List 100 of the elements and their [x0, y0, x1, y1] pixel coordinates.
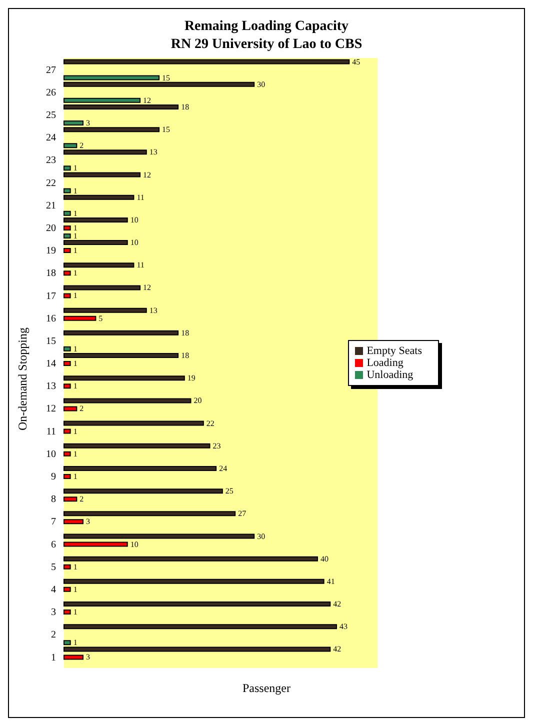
data-label: 27 — [238, 509, 246, 518]
bar — [64, 624, 337, 630]
y-tick-label: 18 — [46, 268, 56, 280]
data-label: 1 — [73, 449, 78, 458]
bar — [64, 248, 71, 254]
data-label: 42 — [333, 644, 342, 654]
bar — [64, 466, 217, 471]
y-tick-label: 26 — [46, 87, 56, 98]
data-label: 18 — [181, 351, 190, 360]
data-label: 1 — [73, 246, 78, 256]
data-label: 1 — [73, 164, 78, 173]
y-tick-label: 10 — [46, 448, 56, 460]
data-label: 1 — [73, 638, 78, 648]
bar — [64, 166, 71, 171]
legend-label: Empty Seats — [366, 345, 422, 357]
bar — [64, 428, 71, 434]
data-label: 40 — [320, 554, 328, 564]
bar — [64, 406, 78, 412]
legend-label: Loading — [366, 357, 404, 369]
bar — [64, 270, 71, 276]
chart-subtitle: RN 29 University of Lao to CBS — [170, 37, 364, 53]
data-label: 18 — [181, 328, 190, 338]
bar — [64, 602, 331, 607]
data-label: 13 — [149, 306, 158, 315]
y-tick-label: 12 — [46, 404, 56, 415]
bar — [64, 384, 71, 389]
data-label: 11 — [136, 192, 144, 202]
y-tick-label: 5 — [51, 562, 56, 573]
data-label: 12 — [143, 170, 152, 180]
data-label: 1 — [73, 223, 78, 232]
y-tick-label: 20 — [46, 222, 56, 234]
bar — [64, 534, 255, 539]
data-label: 18 — [181, 102, 190, 112]
y-tick-label: 21 — [46, 200, 56, 212]
bar — [64, 519, 84, 524]
bar — [64, 443, 210, 448]
data-label: 20 — [194, 396, 202, 406]
data-label: 2 — [80, 494, 84, 504]
bar — [64, 610, 71, 615]
data-label: 23 — [212, 441, 221, 450]
y-tick-label: 19 — [46, 246, 56, 257]
bar — [64, 542, 128, 547]
bar — [64, 172, 141, 178]
x-axis-title: Passenger — [242, 681, 292, 696]
data-label: 1 — [73, 472, 78, 481]
bar — [64, 361, 71, 366]
bar — [64, 308, 147, 313]
bar — [64, 496, 78, 502]
data-label: 1 — [73, 268, 78, 278]
y-axis-title: On-demand Stopping — [16, 328, 30, 430]
bar — [64, 654, 84, 660]
y-tick-label: 15 — [46, 336, 56, 347]
data-label: 15 — [162, 73, 170, 82]
y-tick-label: 11 — [46, 426, 56, 438]
data-label: 1 — [73, 359, 78, 368]
data-label: 1 — [73, 382, 78, 391]
data-label: 10 — [130, 540, 138, 549]
data-label: 12 — [143, 96, 152, 105]
y-tick-label: 1 — [51, 652, 56, 664]
y-tick-label: 9 — [51, 472, 56, 483]
data-label: 19 — [187, 374, 196, 383]
data-label: 1 — [73, 186, 78, 196]
bar — [64, 556, 318, 562]
y-tick-label: 3 — [51, 607, 56, 618]
bar — [64, 586, 71, 592]
data-label: 24 — [219, 464, 228, 473]
y-tick-label: 24 — [46, 132, 56, 144]
data-label: 3 — [86, 652, 90, 662]
data-label: 1 — [73, 426, 78, 436]
bar — [64, 451, 71, 456]
data-label: 1 — [73, 291, 78, 300]
data-label: 10 — [130, 215, 138, 224]
bar — [64, 398, 192, 404]
bar — [64, 474, 71, 479]
y-tick-label: 6 — [51, 539, 56, 550]
data-label: 30 — [257, 532, 266, 541]
y-tick-label: 8 — [51, 494, 56, 506]
bar — [64, 59, 350, 64]
data-label: 3 — [86, 118, 90, 128]
y-tick-label: 13 — [46, 381, 56, 392]
y-tick-label: 22 — [46, 178, 56, 189]
data-label: 13 — [149, 148, 158, 157]
data-label: 1 — [73, 562, 78, 572]
y-tick-label: 4 — [51, 584, 56, 596]
data-label: 2 — [80, 404, 84, 414]
data-label: 11 — [136, 260, 144, 270]
bar — [64, 564, 71, 570]
chart-title: Remaing Loading Capacity — [183, 19, 350, 35]
bar — [64, 262, 134, 268]
data-label: 1 — [73, 208, 78, 218]
data-label: 1 — [73, 231, 78, 240]
data-label: 1 — [73, 608, 78, 617]
bar — [64, 420, 204, 426]
y-tick-label: 25 — [46, 110, 56, 122]
data-label: 12 — [143, 283, 152, 292]
data-label: 10 — [130, 238, 138, 248]
data-label: 42 — [333, 600, 342, 609]
y-tick-label: 7 — [51, 516, 56, 528]
bar — [64, 225, 71, 230]
data-label: 15 — [162, 125, 170, 134]
